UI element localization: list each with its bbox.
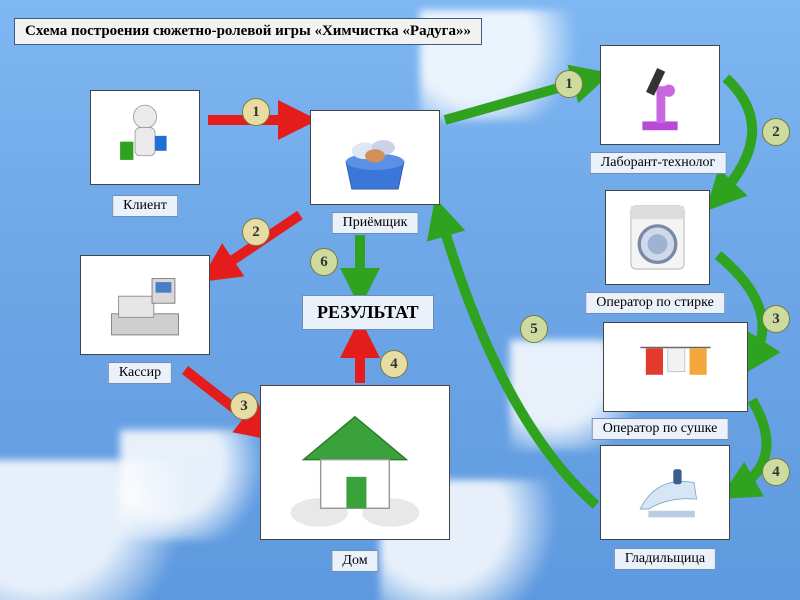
- node-house: [260, 385, 450, 540]
- node-cashier: [80, 255, 210, 355]
- house-label: Дом: [331, 550, 378, 572]
- node-client: [90, 90, 200, 185]
- client-label: Клиент: [112, 195, 178, 217]
- cloud: [120, 430, 280, 540]
- cashier-icon: [86, 261, 204, 349]
- step-badge: 4: [762, 458, 790, 486]
- washer-icon: [611, 196, 704, 279]
- step-badge: 4: [380, 350, 408, 378]
- ironer-label: Гладильщица: [614, 548, 716, 570]
- dryer-image: [603, 322, 748, 412]
- ironer-icon: [606, 451, 724, 534]
- step-badge: 6: [310, 248, 338, 276]
- lab-image: [600, 45, 720, 145]
- result-box: РЕЗУЛЬТАТ: [302, 295, 434, 330]
- house-icon: [266, 391, 444, 534]
- ironer-image: [600, 445, 730, 540]
- washer-image: [605, 190, 710, 285]
- arrow: [718, 78, 752, 198]
- diagram-stage: Схема построения сюжетно-ролевой игры «Х…: [0, 0, 800, 600]
- step-badge: 5: [520, 315, 548, 343]
- node-receiver: [310, 110, 440, 205]
- step-badge: 2: [762, 118, 790, 146]
- node-ironer: [600, 445, 730, 540]
- node-washer: [605, 190, 710, 285]
- dryer-icon: [609, 328, 742, 406]
- client-icon: [96, 96, 194, 179]
- receiver-icon: [316, 116, 434, 199]
- client-image: [90, 90, 200, 185]
- step-badge: 3: [230, 392, 258, 420]
- cloud: [0, 460, 220, 600]
- step-badge: 2: [242, 218, 270, 246]
- lab-icon: [606, 51, 714, 139]
- cashier-label: Кассир: [108, 362, 172, 384]
- step-badge: 1: [242, 98, 270, 126]
- receiver-image: [310, 110, 440, 205]
- step-badge: 3: [762, 305, 790, 333]
- node-dryer: [603, 322, 748, 412]
- node-lab: [600, 45, 720, 145]
- cashier-image: [80, 255, 210, 355]
- washer-label: Оператор по стирке: [585, 292, 725, 314]
- arrow: [440, 215, 596, 505]
- house-image: [260, 385, 450, 540]
- dryer-label: Оператор по сушке: [592, 418, 729, 440]
- step-badge: 1: [555, 70, 583, 98]
- lab-label: Лаборант-технолог: [590, 152, 727, 174]
- receiver-label: Приёмщик: [332, 212, 419, 234]
- diagram-title: Схема построения сюжетно-ролевой игры «Х…: [14, 18, 482, 45]
